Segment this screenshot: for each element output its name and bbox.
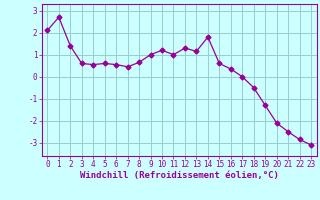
X-axis label: Windchill (Refroidissement éolien,°C): Windchill (Refroidissement éolien,°C) bbox=[80, 171, 279, 180]
